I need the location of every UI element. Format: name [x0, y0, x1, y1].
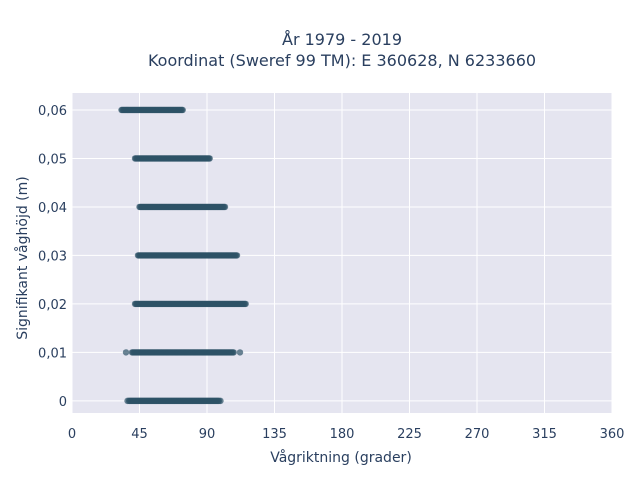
y-axis-label: Signifikant våghöjd (m): [14, 176, 31, 339]
y-tick-label: 0,05: [38, 152, 67, 167]
data-point: [221, 203, 229, 211]
x-tick-label: 135: [262, 427, 287, 442]
data-point: [179, 106, 186, 114]
y-tick-label: 0,03: [38, 249, 67, 264]
grid-layer: [71, 93, 613, 413]
data-point: [236, 349, 244, 356]
y-tick-label: 0: [59, 395, 67, 410]
data-point: [230, 349, 237, 356]
data-point: [233, 252, 241, 259]
x-tick-label: 270: [465, 427, 490, 442]
x-tick-label: 225: [397, 427, 422, 442]
y-tick-label: 0,01: [38, 346, 67, 361]
ticks-layer: 0 45 90 135 180 225 270 315 360 0 0,01 0,02 0,03 0,04…: [38, 104, 624, 442]
x-tick-label: 315: [532, 427, 557, 442]
chart-subtitle: Koordinat (Sweref 99 TM): E 360628, N 62…: [148, 51, 536, 70]
y-tick-label: 0,06: [38, 104, 67, 119]
data-point: [122, 349, 130, 356]
data-point: [217, 397, 224, 405]
x-axis-label: Vågriktning (grader): [270, 449, 412, 466]
chart-title: År 1979 - 2019: [282, 30, 402, 49]
data-point: [206, 155, 213, 162]
y-tick-label: 0,02: [38, 298, 67, 313]
x-tick-label: 180: [330, 427, 355, 442]
data-point: [242, 300, 249, 308]
x-tick-label: 45: [131, 427, 148, 442]
x-tick-label: 360: [600, 427, 625, 442]
data-point: [124, 397, 131, 405]
y-tick-label: 0,04: [38, 201, 67, 216]
x-tick-label: 0: [68, 427, 76, 442]
x-tick-label: 90: [199, 427, 216, 442]
points-layer: [118, 106, 249, 405]
